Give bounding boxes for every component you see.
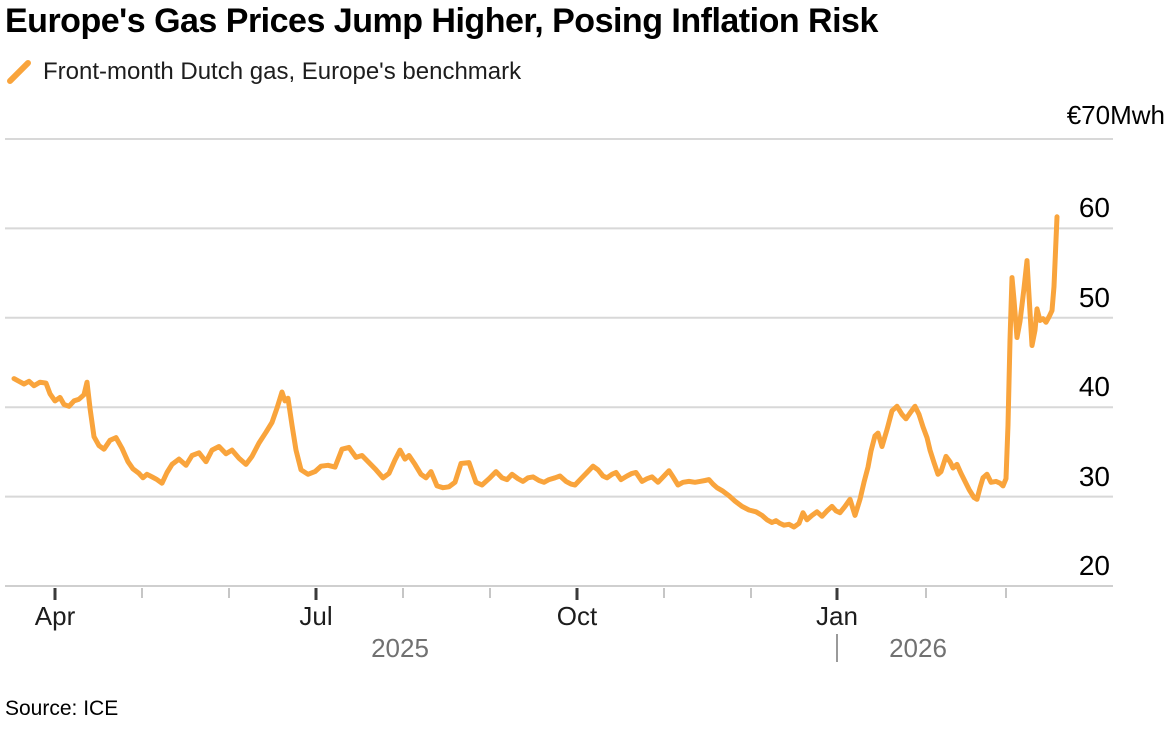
legend-label: Front-month Dutch gas, Europe's benchmar…	[43, 58, 522, 85]
y-tick-label: 20	[1078, 550, 1110, 581]
y-axis-unit-label: €70Mwh	[1066, 100, 1165, 130]
y-tick-label: 40	[1078, 371, 1110, 403]
legend: Front-month Dutch gas, Europe's benchmar…	[7, 57, 521, 87]
year-label: 2025	[371, 633, 429, 663]
y-tick-label: 50	[1078, 281, 1110, 313]
y-tick-label: 30	[1078, 460, 1110, 492]
year-label: 2026	[889, 633, 947, 663]
y-tick-label: 60	[1078, 192, 1110, 224]
source-label: Source: ICE	[5, 697, 119, 720]
month-label: Jul	[299, 601, 333, 631]
series-swatch-icon	[7, 60, 31, 84]
month-label: Oct	[556, 601, 598, 631]
price-line	[11, 214, 1060, 530]
month-label: Apr	[34, 601, 76, 631]
month-label: Jan	[816, 601, 858, 631]
page-title: Europe's Gas Prices Jump Higher, Posing …	[5, 2, 878, 40]
